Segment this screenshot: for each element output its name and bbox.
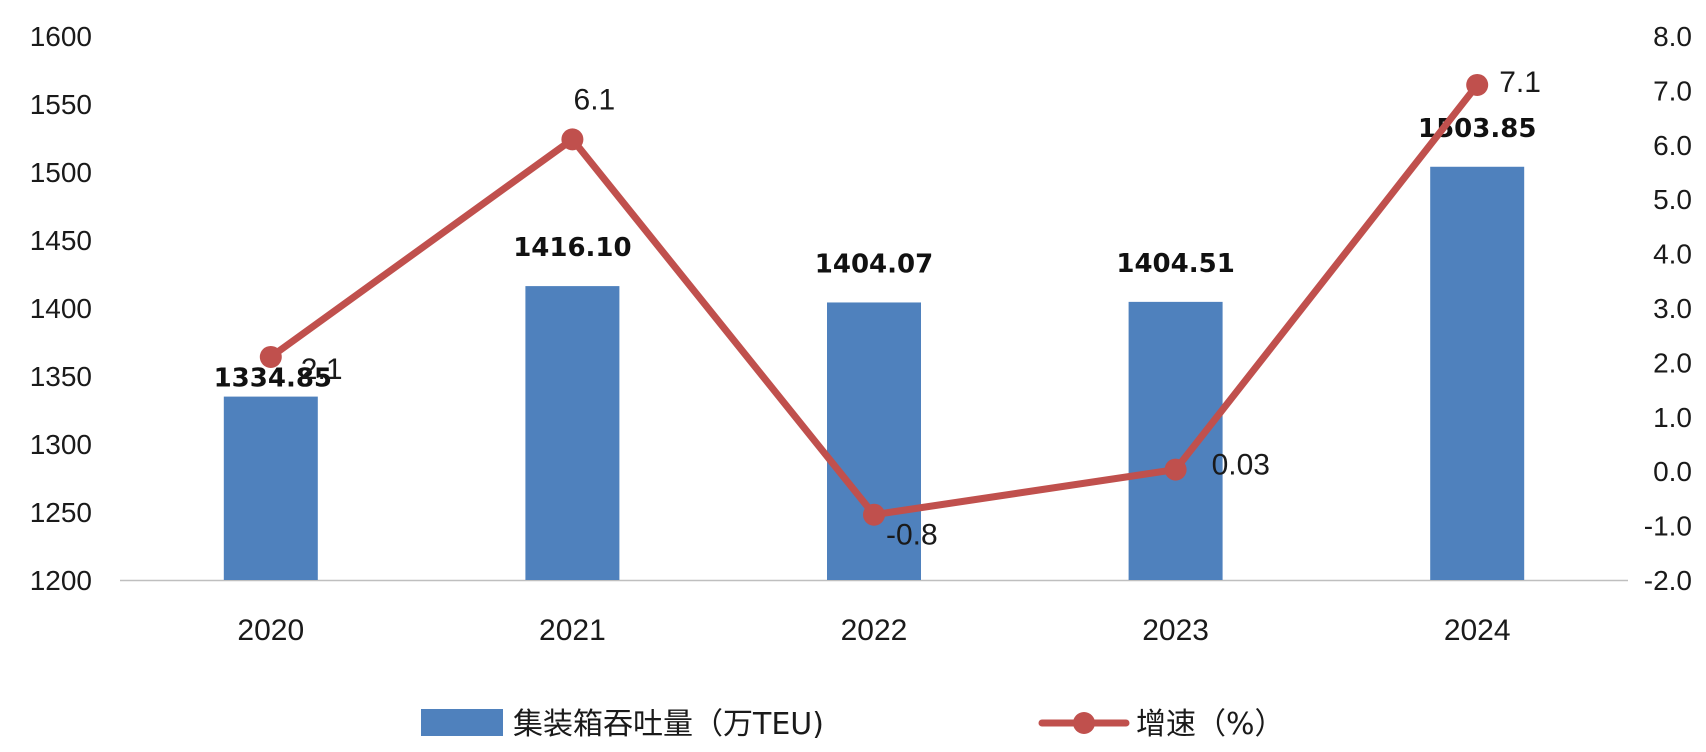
legend-line-label: 增速（%） [1136, 707, 1285, 742]
left-axis-tick: 1500 [30, 157, 92, 188]
line-data-label: -0.8 [886, 519, 938, 552]
line-point [1164, 458, 1187, 481]
line-data-label: 0.03 [1212, 449, 1270, 482]
x-axis-tick: 2021 [539, 614, 606, 647]
left-axis-tick: 1600 [30, 21, 92, 52]
left-y-axis: 1200 1250 1300 1350 1400 1450 1500 1550 1600 [30, 21, 92, 596]
line-data-labels: 2.1 6.1 -0.8 0.03 7.1 [301, 66, 1541, 552]
line-point [561, 128, 584, 151]
line-point [1466, 73, 1489, 96]
right-axis-tick: 6.0 [1653, 130, 1692, 161]
right-axis-tick: -1.0 [1644, 511, 1692, 542]
legend-bar-swatch [421, 709, 503, 736]
bar [223, 396, 318, 580]
x-axis-tick: 2022 [841, 614, 908, 647]
right-axis-tick: 0.0 [1653, 456, 1692, 487]
line-data-label: 7.1 [1499, 66, 1541, 99]
legend-line-marker [1073, 712, 1095, 734]
right-axis-tick: 8.0 [1653, 21, 1692, 52]
x-axis-tick: 2020 [237, 614, 304, 647]
left-axis-tick: 1400 [30, 293, 92, 324]
left-axis-tick: 1550 [30, 89, 92, 120]
legend: 集装箱吞吐量（万TEU) 增速（%） [421, 707, 1285, 742]
bar-series [223, 166, 1525, 580]
right-y-axis: -2.0 -1.0 0.0 1.0 2.0 3.0 4.0 5.0 6.0 7.0 8.0 [1644, 21, 1692, 596]
left-axis-tick: 1450 [30, 225, 92, 256]
bar [1430, 166, 1525, 580]
right-axis-tick: -2.0 [1644, 565, 1692, 596]
left-axis-tick: 1200 [30, 565, 92, 596]
legend-bar-label: 集装箱吞吐量（万TEU) [513, 707, 824, 742]
right-axis-tick: 7.0 [1653, 75, 1692, 106]
bar-data-label: 1334.85 [214, 364, 332, 394]
bar-data-label: 1404.51 [1116, 249, 1234, 279]
line-point [863, 503, 885, 526]
right-axis-tick: 1.0 [1653, 402, 1692, 433]
x-axis-labels: 2020 2021 2022 2023 2024 [237, 614, 1510, 647]
right-axis-tick: 5.0 [1653, 184, 1692, 215]
bar-data-label: 1416.10 [513, 233, 631, 263]
bar [827, 302, 921, 580]
left-axis-tick: 1250 [30, 497, 92, 528]
line-data-label: 2.1 [301, 353, 343, 386]
left-axis-tick: 1300 [30, 429, 92, 460]
bar-data-label: 1404.07 [815, 249, 933, 279]
bar [525, 286, 620, 580]
left-axis-tick: 1350 [30, 361, 92, 392]
line-point [259, 345, 282, 368]
right-axis-tick: 3.0 [1653, 293, 1692, 324]
bar [1128, 301, 1223, 580]
x-axis-tick: 2023 [1142, 614, 1209, 647]
x-axis-tick: 2024 [1444, 614, 1511, 647]
line-data-label: 6.1 [574, 83, 616, 116]
line-series [259, 73, 1489, 526]
right-axis-tick: 4.0 [1653, 239, 1692, 270]
right-axis-tick: 2.0 [1653, 347, 1692, 378]
